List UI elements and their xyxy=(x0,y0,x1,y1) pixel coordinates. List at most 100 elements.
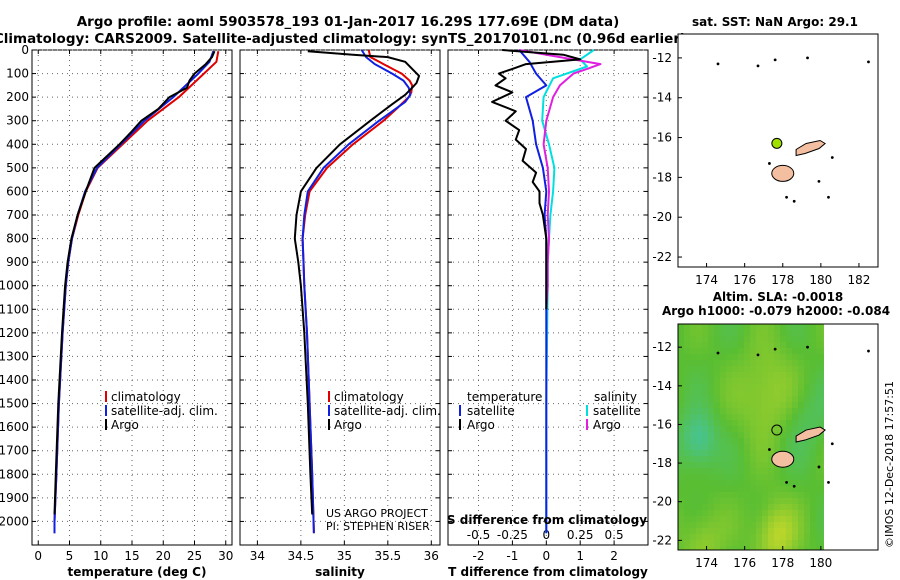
sla-cell xyxy=(780,324,786,330)
sla-cell xyxy=(708,396,714,402)
sla-cell xyxy=(678,348,684,354)
sla-cell xyxy=(720,468,726,474)
sla-cell xyxy=(762,480,768,486)
islet xyxy=(768,448,771,451)
sla-cell xyxy=(732,354,738,360)
sla-cell xyxy=(810,372,816,378)
sla-cell xyxy=(732,408,738,414)
sla-cell xyxy=(798,534,804,540)
sla-cell xyxy=(744,420,750,426)
sla-cell xyxy=(756,402,762,408)
sla-cell xyxy=(750,414,756,420)
sla-cell xyxy=(714,354,720,360)
sla-cell xyxy=(690,462,696,468)
sla-cell xyxy=(726,366,732,372)
sla-cell xyxy=(684,528,690,534)
sla-cell xyxy=(822,354,824,360)
sla-cell xyxy=(810,540,816,546)
difference-legend-salinity: salinity satellite Argo xyxy=(586,390,641,432)
sla-cell xyxy=(768,414,774,420)
salinity-xlabel: salinity xyxy=(315,565,365,579)
sla-cell xyxy=(702,444,708,450)
sla-cell xyxy=(816,342,822,348)
depth-tick-label: 700 xyxy=(6,208,29,222)
sla-cell xyxy=(810,486,816,492)
sla-cell xyxy=(714,402,720,408)
sla-cell xyxy=(732,390,738,396)
lon-tick-label: 182 xyxy=(847,273,870,287)
sla-cell xyxy=(708,384,714,390)
sla-cell xyxy=(804,462,810,468)
sla-cell xyxy=(732,504,738,510)
sla-cell xyxy=(726,504,732,510)
sla-cell xyxy=(810,396,816,402)
sla-cell xyxy=(816,528,822,534)
sla-cell xyxy=(816,336,822,342)
sla-cell xyxy=(810,414,816,420)
legend-t-argo-swatch xyxy=(459,419,461,430)
sla-cell xyxy=(732,474,738,480)
sla-cell xyxy=(714,348,720,354)
sla-cell xyxy=(822,546,824,550)
sla-cell xyxy=(684,450,690,456)
sla-cell xyxy=(792,438,798,444)
sla-cell xyxy=(810,336,816,342)
sla-cell xyxy=(726,420,732,426)
sla-cell xyxy=(750,378,756,384)
sla-cell xyxy=(702,336,708,342)
sla-cell xyxy=(702,462,708,468)
sla-cell xyxy=(732,414,738,420)
sla-cell xyxy=(798,450,804,456)
sla-map-lon-ticks: 174 176 178 180 xyxy=(695,546,832,570)
sla-cell xyxy=(750,432,756,438)
sla-cell xyxy=(762,474,768,480)
sla-cell xyxy=(756,522,762,528)
sla-cell xyxy=(708,324,714,330)
legend-satellite-swatch xyxy=(105,405,107,416)
sla-cell xyxy=(768,366,774,372)
sla-cell xyxy=(720,342,726,348)
lon-tick-label: 178 xyxy=(771,556,794,570)
temperature-legend: climatology satellite-adj. clim. Argo xyxy=(105,390,218,432)
sla-cell xyxy=(756,432,762,438)
sla-cell xyxy=(786,396,792,402)
sla-cell xyxy=(822,420,824,426)
sla-cell xyxy=(786,372,792,378)
sla-cell xyxy=(738,366,744,372)
sla-cell xyxy=(792,450,798,456)
imos-timestamp: ©IMOS 12-Dec-2018 17:57:51 xyxy=(883,381,896,548)
sla-cell xyxy=(750,372,756,378)
sla-cell xyxy=(714,456,720,462)
sla-cell xyxy=(750,426,756,432)
sla-cell xyxy=(678,516,684,522)
legend-s-satellite-label: satellite xyxy=(593,404,641,418)
sla-cell xyxy=(792,330,798,336)
sla-cell xyxy=(726,324,732,330)
sla-cell xyxy=(780,522,786,528)
temperature-xlabel: temperature (deg C) xyxy=(68,565,207,579)
sla-cell xyxy=(804,510,810,516)
sla-cell xyxy=(762,342,768,348)
sla-cell xyxy=(738,396,744,402)
sla-cell xyxy=(738,330,744,336)
sla-cell xyxy=(822,402,824,408)
sla-cell xyxy=(768,360,774,366)
sla-cell xyxy=(762,540,768,546)
sla-cell xyxy=(798,444,804,450)
x-tick-label: 25 xyxy=(187,549,202,563)
sla-cell xyxy=(708,354,714,360)
lat-tick-label: -14 xyxy=(652,379,672,393)
sla-cell xyxy=(768,462,774,468)
sla-cell xyxy=(714,492,720,498)
sla-cell xyxy=(744,360,750,366)
sla-cell xyxy=(816,348,822,354)
sla-cell xyxy=(792,408,798,414)
sla-cell xyxy=(696,516,702,522)
sla-cell xyxy=(684,498,690,504)
sla-cell xyxy=(774,420,780,426)
depth-tick-label: 0 xyxy=(21,43,29,57)
sla-cell xyxy=(810,516,816,522)
sla-cell xyxy=(780,480,786,486)
sla-cell xyxy=(804,450,810,456)
